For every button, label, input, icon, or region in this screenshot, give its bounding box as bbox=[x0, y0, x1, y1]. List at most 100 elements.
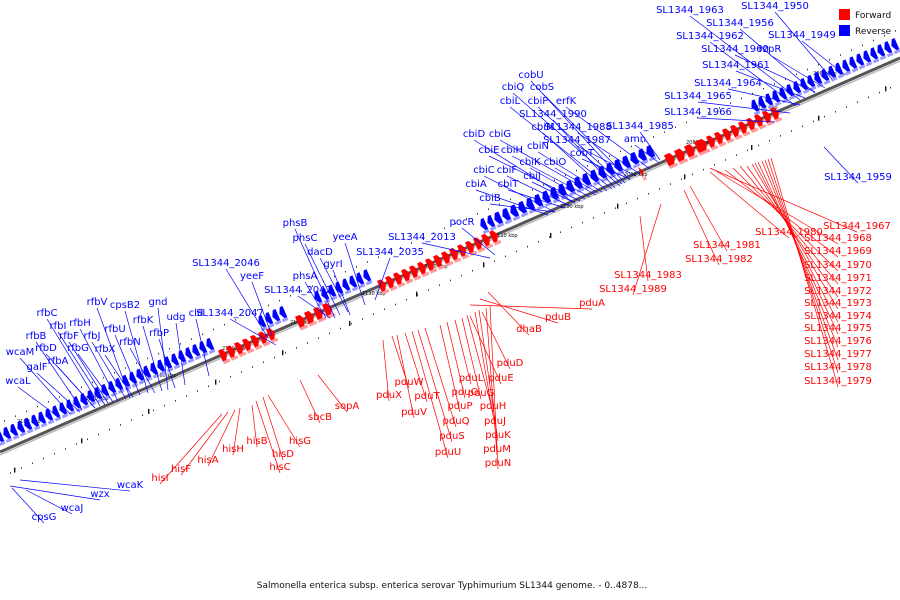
minor-tick bbox=[835, 111, 836, 113]
gene-label: pduO bbox=[452, 387, 479, 398]
forward-gene bbox=[465, 240, 478, 257]
minor-tick bbox=[87, 438, 88, 441]
gene-label: wzx bbox=[90, 489, 109, 500]
forward-gene bbox=[706, 135, 719, 151]
gene-arrow-shadow bbox=[166, 367, 174, 373]
gene-label: sopA bbox=[335, 401, 360, 412]
reverse-gene bbox=[265, 312, 275, 329]
reverse-gene bbox=[192, 344, 202, 361]
minor-tick bbox=[785, 78, 786, 80]
leader-line bbox=[489, 203, 556, 213]
minor-tick bbox=[505, 255, 506, 258]
reverse-gene bbox=[24, 417, 34, 434]
minor-tick bbox=[829, 59, 830, 61]
leader-line bbox=[232, 407, 241, 456]
gene-arrow bbox=[322, 303, 332, 317]
gene-arrow bbox=[449, 247, 458, 261]
gene-label: SL1344_1973 bbox=[804, 298, 872, 309]
gene-labels: SL1344_1963 SL1344_1950SL1344_1956SL1344_… bbox=[5, 1, 892, 523]
gene-arrow-shadow bbox=[496, 222, 505, 228]
leader-line bbox=[35, 341, 83, 411]
gene-arrow bbox=[265, 312, 274, 325]
minor-tick bbox=[631, 145, 632, 148]
leader-line bbox=[479, 298, 559, 324]
gene-arrow bbox=[646, 144, 656, 158]
minor-tick bbox=[224, 323, 225, 326]
minor-tick bbox=[664, 131, 665, 133]
gene-label: phsB bbox=[283, 218, 308, 229]
gene-arrow-shadow bbox=[767, 104, 775, 110]
reverse-gene bbox=[0, 429, 6, 446]
gene-arrow-shadow bbox=[145, 376, 153, 382]
scale-tick-label: 2170 kbp bbox=[85, 396, 109, 402]
major-tick bbox=[617, 203, 619, 209]
minor-tick bbox=[714, 164, 715, 166]
gene-arrow-shadow bbox=[270, 337, 279, 344]
leader-line bbox=[511, 155, 591, 198]
gene-label: udg bbox=[166, 312, 185, 323]
gene-arrow bbox=[425, 258, 434, 271]
major-tick bbox=[215, 379, 217, 385]
reverse-gene bbox=[356, 272, 366, 289]
gene-label: SL1344_2013 bbox=[388, 232, 456, 243]
reverse-gene bbox=[87, 390, 97, 407]
major-tick bbox=[416, 291, 418, 297]
gene-label: SL1344_1965 bbox=[664, 91, 732, 102]
minor-tick bbox=[120, 424, 121, 426]
gene-arrow-shadow bbox=[560, 194, 569, 200]
leader-line bbox=[11, 487, 45, 524]
forward-gene bbox=[489, 230, 502, 246]
major-tick bbox=[684, 174, 686, 180]
leader-line bbox=[475, 189, 549, 216]
minor-tick bbox=[356, 266, 357, 268]
gene-label: SL1344_1950 bbox=[741, 1, 809, 12]
gene-label: cbiO bbox=[544, 157, 567, 168]
gene-arrow bbox=[574, 176, 584, 190]
forward-gene bbox=[674, 148, 689, 165]
minor-tick bbox=[708, 112, 709, 114]
minor-tick bbox=[554, 179, 555, 181]
minor-tick bbox=[43, 457, 44, 460]
gene-arrow bbox=[494, 211, 504, 225]
minor-tick bbox=[510, 198, 511, 201]
gene-label: rfbN bbox=[119, 337, 140, 348]
legend-forward-swatch bbox=[839, 9, 850, 20]
leader-line bbox=[581, 158, 631, 180]
gene-arrow bbox=[870, 47, 879, 60]
leader-line bbox=[129, 347, 156, 394]
reverse-gene bbox=[494, 211, 505, 228]
gene-label: gnd bbox=[148, 297, 167, 308]
gene-arrow-shadow bbox=[688, 153, 699, 161]
minor-tick bbox=[884, 35, 885, 37]
minor-tick bbox=[499, 203, 500, 206]
minor-tick bbox=[362, 318, 363, 320]
gene-arrow bbox=[814, 71, 823, 84]
leader-line bbox=[159, 413, 223, 485]
minor-tick bbox=[290, 295, 291, 297]
gene-label: SL1344_1964 bbox=[694, 78, 762, 89]
minor-tick bbox=[890, 87, 891, 89]
leader-line bbox=[683, 189, 720, 266]
gene-arrow-shadow bbox=[68, 410, 76, 416]
leader-line bbox=[294, 228, 336, 319]
gene-label: cbiN bbox=[527, 141, 549, 152]
minor-tick bbox=[329, 332, 330, 335]
gene-arrow-shadow bbox=[753, 110, 761, 116]
gene-arrow bbox=[714, 131, 723, 145]
gene-label: SL1344_1977 bbox=[804, 349, 872, 360]
leader-line bbox=[542, 132, 608, 192]
gene-arrow-shadow bbox=[726, 138, 735, 144]
leader-line bbox=[297, 295, 331, 319]
gene-arrow bbox=[487, 214, 496, 228]
minor-tick bbox=[818, 63, 819, 66]
major-tick bbox=[483, 262, 485, 268]
gene-arrow bbox=[706, 135, 715, 148]
reverse-gene bbox=[863, 50, 873, 67]
leader-line bbox=[552, 119, 616, 189]
gene-arrow-shadow bbox=[187, 358, 195, 364]
gene-arrow-shadow bbox=[865, 61, 873, 67]
leader-line bbox=[823, 146, 859, 184]
minor-tick bbox=[186, 395, 187, 397]
leader-line bbox=[404, 332, 428, 403]
minor-tick bbox=[422, 237, 423, 239]
